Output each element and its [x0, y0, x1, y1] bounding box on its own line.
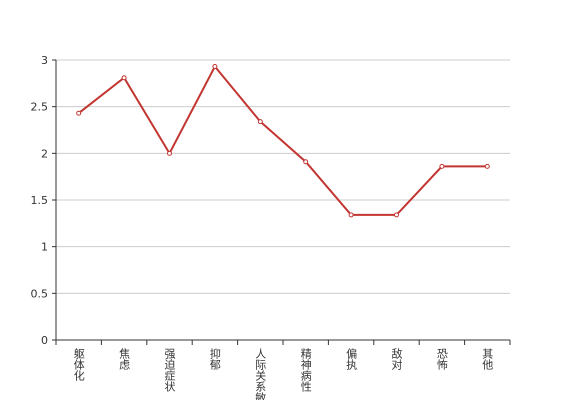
- point: [257, 119, 263, 125]
- x-tick-label: 人际关系敏感: [254, 348, 267, 400]
- x-tick-label: 恐怖: [435, 348, 448, 370]
- point: [167, 150, 172, 156]
- x-tick-label: 偏执: [345, 347, 358, 371]
- y-tick-label: 2.5: [31, 101, 49, 114]
- y-tick-label: 0.5: [31, 287, 49, 300]
- x-tick-label: 敌对: [390, 347, 403, 370]
- y-tick-label: 2: [41, 147, 48, 160]
- y-tick-label: 3: [41, 54, 48, 67]
- x-tick-label: 强迫症状: [163, 348, 176, 392]
- point: [303, 159, 309, 165]
- x-tick-label: 精神病性: [299, 348, 312, 393]
- x-tick-label: 其他: [481, 348, 494, 370]
- point: [348, 212, 354, 218]
- point: [76, 110, 82, 116]
- y-tick-label: 1: [41, 241, 48, 254]
- point: [212, 64, 218, 70]
- point: [484, 163, 490, 169]
- point: [121, 75, 127, 81]
- point: [439, 163, 445, 169]
- y-tick-label: 0: [41, 334, 48, 347]
- point: [394, 212, 399, 218]
- x-tick-label: 焦虑: [118, 348, 131, 370]
- y-tick-label: 1.5: [31, 194, 49, 207]
- x-tick-label: 躯体化: [72, 348, 85, 382]
- line: [78, 64, 488, 216]
- x-tick-label: 抑郁: [208, 347, 221, 370]
